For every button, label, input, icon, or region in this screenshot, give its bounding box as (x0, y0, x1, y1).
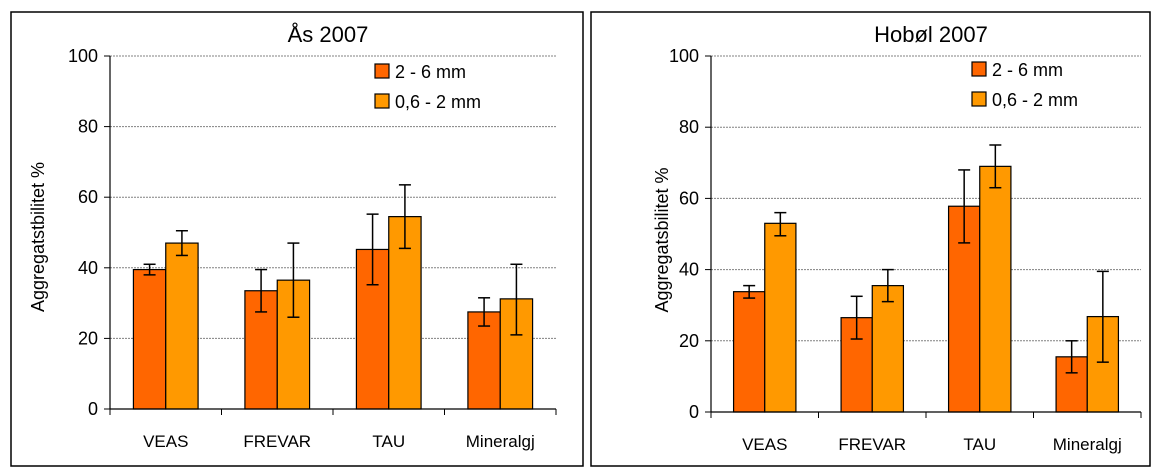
bar-0-6-2mm-tau (979, 165, 1012, 413)
legend-swatch (374, 93, 390, 109)
legend-swatch (971, 61, 987, 77)
x-tick-labels: VEAS FREVAR TAU Mineralgj (742, 435, 1122, 454)
y-tick-label: 60 (679, 188, 699, 208)
y-tick-label: 20 (78, 328, 98, 348)
x-tick-label: VEAS (143, 432, 188, 451)
bar-2-6mm-veas (732, 291, 766, 413)
y-tick-label: 80 (679, 117, 699, 137)
legend-swatch (971, 91, 987, 107)
error-bars (143, 184, 523, 336)
chart-title: Hobøl 2007 (874, 22, 988, 47)
legend: 2 - 6 mm 0,6 - 2 mm (374, 62, 481, 112)
y-tick-label: 0 (689, 402, 699, 422)
legend: 2 - 6 mm 0,6 - 2 mm (971, 60, 1078, 110)
chart-title: Ås 2007 (288, 22, 369, 47)
y-tick-labels: 0 20 40 60 80 100 (68, 46, 98, 419)
x-tick-label: VEAS (742, 435, 787, 454)
bar-2-6mm-veas (132, 268, 167, 410)
bar-0-6-2mm-veas (764, 222, 797, 413)
x-tick-label: Mineralgj (1053, 435, 1122, 454)
x-tick-label: TAU (372, 432, 405, 451)
chart-hobol-2007: Hobøl 2007 Aggregatsbilitet % 0 20 40 60 80 1… (590, 11, 1151, 467)
axes (104, 55, 557, 415)
bars (732, 165, 1120, 413)
x-tick-labels: VEAS FREVAR TAU Mineralgj (143, 432, 535, 451)
gridlines (110, 55, 556, 339)
y-tick-label: 80 (78, 117, 98, 137)
y-tick-label: 60 (78, 187, 98, 207)
legend-label: 2 - 6 mm (395, 62, 466, 82)
bar-0-6-2mm-frevar (871, 285, 905, 413)
y-tick-labels: 0 20 40 60 80 100 (669, 46, 699, 422)
error-bars (743, 144, 1109, 374)
y-tick-label: 0 (88, 399, 98, 419)
y-tick-label: 40 (78, 258, 98, 278)
legend-swatch (374, 63, 390, 79)
y-tick-label: 100 (68, 46, 98, 66)
legend-label: 2 - 6 mm (992, 60, 1063, 80)
bar-0-6-2mm-veas (165, 242, 199, 410)
x-tick-label: FREVAR (838, 435, 906, 454)
y-axis-label: Aggregatsbilitet % (652, 167, 672, 312)
x-tick-label: TAU (963, 435, 996, 454)
y-axis-label: Aggregatstbilitet % (28, 162, 48, 312)
y-tick-label: 100 (669, 46, 699, 66)
x-tick-label: Mineralgj (466, 432, 535, 451)
chart-as-2007: Ås 2007 Aggregatstbilitet % 0 20 40 60 80 100… (10, 11, 584, 467)
y-tick-label: 20 (679, 331, 699, 351)
legend-label: 0,6 - 2 mm (395, 92, 481, 112)
bar-2-6mm-mineralgj (467, 311, 501, 410)
legend-label: 0,6 - 2 mm (992, 90, 1078, 110)
axes (705, 55, 1142, 418)
y-tick-label: 40 (679, 260, 699, 280)
x-tick-label: FREVAR (243, 432, 311, 451)
